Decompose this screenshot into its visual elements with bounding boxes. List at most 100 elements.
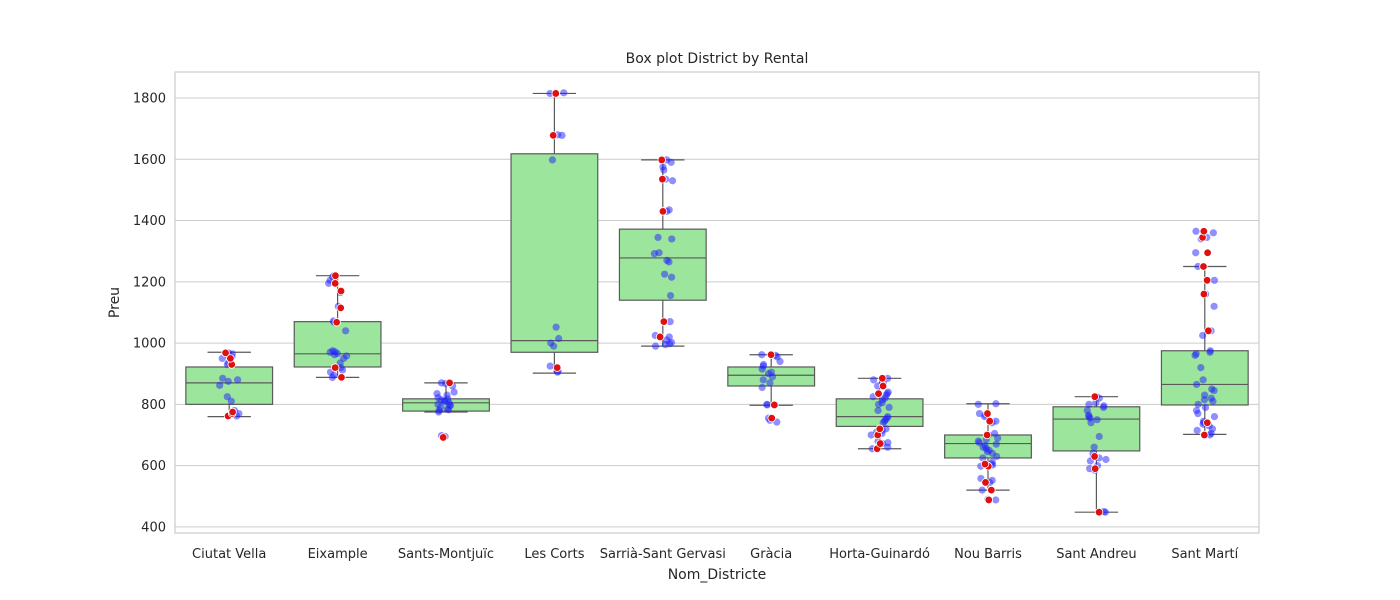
strip-point — [443, 391, 451, 399]
outlined-point — [1090, 464, 1100, 473]
outlined-point — [1090, 452, 1099, 461]
y-tick-label: 800 — [141, 398, 166, 413]
strip-point — [1085, 400, 1093, 408]
strip-point — [552, 323, 560, 331]
outlined-point — [980, 459, 990, 469]
box-body — [618, 228, 707, 301]
strip-point — [663, 256, 671, 264]
strip-point — [1192, 406, 1201, 415]
strip-point — [555, 334, 563, 343]
strip-point — [867, 431, 875, 439]
strip-point — [884, 439, 892, 447]
strip-point — [1207, 394, 1215, 402]
strip-point — [759, 376, 767, 384]
strip-point — [870, 376, 878, 384]
outlined-point — [1199, 262, 1208, 271]
strip-point — [992, 496, 1000, 504]
strip-point — [981, 442, 989, 450]
tick-layer: 400 600 800 1000 1200 1400 1600 1800 Ciutat Vell… — [133, 92, 1239, 562]
strip-point — [991, 429, 999, 438]
strip-point — [1199, 331, 1207, 340]
outlined-point — [1199, 227, 1209, 236]
x-tick-label: Eixample — [308, 547, 368, 562]
box-body — [510, 153, 599, 353]
strip-point — [884, 413, 892, 421]
strip-point — [1201, 391, 1209, 399]
strip-point — [763, 400, 771, 408]
strip-point — [216, 381, 224, 389]
outlined-point — [438, 433, 448, 442]
outlined-point — [982, 430, 992, 440]
strip-point — [974, 400, 982, 408]
outlined-point — [1199, 289, 1209, 299]
strip-point — [560, 89, 568, 97]
strip-point — [988, 476, 996, 484]
x-tick-label: Sant Martí — [1171, 547, 1238, 562]
strip-point — [546, 362, 554, 370]
x-axis-title: Nom_Districte — [668, 567, 767, 583]
strip-point — [874, 406, 882, 415]
outlined-point — [657, 155, 666, 165]
strip-point — [450, 388, 458, 396]
strip-point — [666, 318, 674, 326]
x-tick-label: Sant Andreu — [1056, 547, 1136, 562]
strip-point — [329, 347, 337, 355]
outlined-point — [332, 318, 341, 327]
strip-point — [1210, 413, 1219, 421]
x-tick-label: Nou Barris — [954, 547, 1022, 562]
y-tick-label: 1000 — [133, 337, 166, 352]
y-tick-label: 1800 — [133, 92, 166, 107]
x-tick-label: Gràcia — [750, 547, 792, 562]
strip-point — [1192, 227, 1200, 235]
outlined-point — [553, 363, 562, 372]
strip-point — [223, 393, 231, 401]
point-layer — [216, 89, 1219, 517]
strip-point — [1083, 406, 1091, 415]
strip-point — [974, 437, 982, 445]
outlined-point — [658, 175, 667, 184]
x-tick-label: Sarrià-Sant Gervasi — [600, 547, 726, 562]
box-1 — [293, 275, 382, 378]
outlined-point — [878, 381, 888, 391]
strip-point — [666, 292, 675, 300]
outlined-point — [330, 363, 340, 372]
strip-point — [1197, 363, 1205, 372]
strip-point — [433, 390, 441, 398]
outlined-point — [1203, 418, 1212, 427]
outlined-point — [985, 416, 994, 426]
outlined-point — [766, 350, 776, 359]
x-tick-label: Les Corts — [524, 547, 584, 562]
outlined-point — [1090, 392, 1100, 401]
strip-point — [342, 327, 350, 335]
y-tick-label: 1400 — [133, 214, 166, 229]
outlined-point — [878, 374, 887, 383]
strip-point — [884, 388, 892, 396]
outlined-point — [1202, 276, 1212, 285]
strip-point — [759, 360, 768, 369]
strip-point — [1199, 376, 1207, 384]
outlined-point — [659, 317, 669, 326]
box-layer — [185, 92, 1249, 513]
strip-point — [667, 273, 676, 281]
outlined-point — [1200, 430, 1209, 440]
outlined-point — [767, 413, 776, 423]
strip-point — [665, 206, 673, 214]
strip-point — [665, 333, 673, 341]
box-body — [293, 321, 382, 368]
strip-point — [548, 156, 557, 164]
strip-point — [1102, 455, 1110, 464]
strip-point — [992, 440, 1000, 448]
y-tick-label: 400 — [141, 520, 166, 535]
strip-point — [342, 352, 351, 360]
outlined-point — [875, 424, 884, 434]
outlined-point — [984, 495, 993, 505]
strip-point — [1193, 426, 1201, 434]
box-body — [185, 366, 274, 405]
strip-point — [547, 339, 555, 347]
strip-point — [882, 425, 890, 433]
outlined-point — [987, 485, 996, 495]
strip-point — [668, 177, 677, 185]
outlined-point — [551, 89, 560, 98]
strip-point — [992, 400, 1000, 408]
